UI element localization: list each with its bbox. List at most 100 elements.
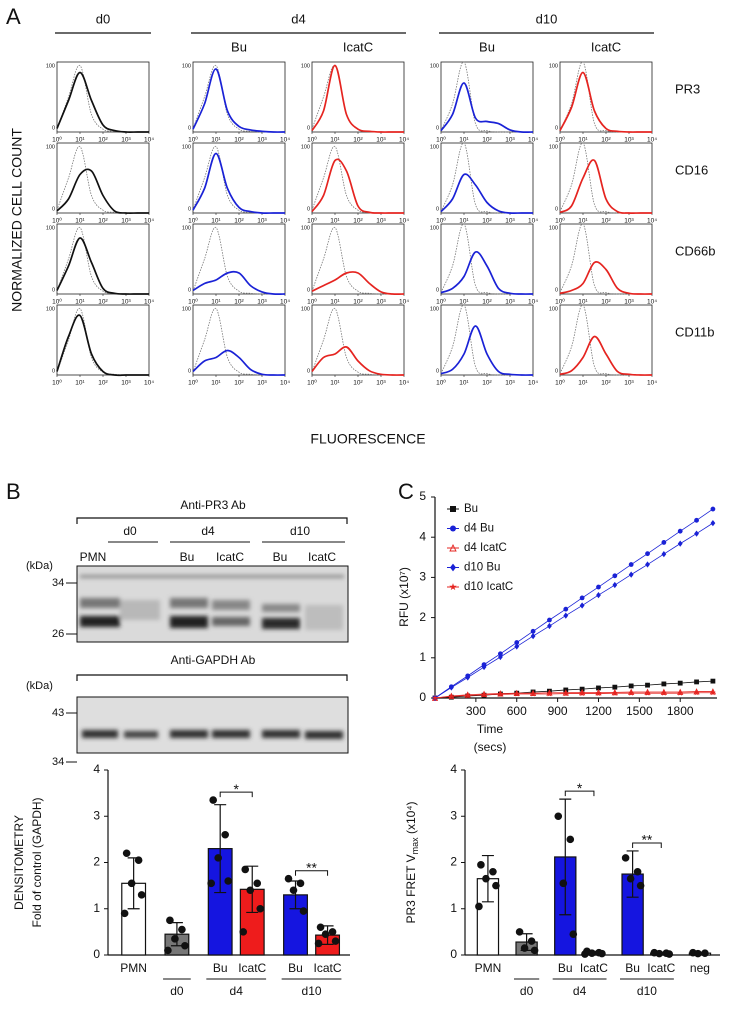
x-tick-label: 1800 [667, 704, 694, 718]
data-point [559, 879, 568, 888]
marker [465, 674, 471, 681]
x-tick-label: 10⁴ [399, 137, 409, 144]
histogram-curve [192, 68, 286, 133]
y-tick-label: 100 [182, 306, 191, 312]
marker [448, 684, 454, 691]
x-tick-label: 10⁴ [280, 218, 290, 225]
marker [694, 679, 699, 685]
marker [709, 689, 716, 696]
x-tick-label: 10⁴ [528, 380, 538, 387]
y-tick-label: 2 [93, 855, 100, 869]
x-tick-label: 10⁰ [555, 379, 565, 387]
data-point [171, 935, 179, 943]
y-tick-label: 0 [436, 287, 439, 293]
data-point [284, 874, 293, 883]
y-tick-label: 100 [549, 225, 558, 231]
significance-bracket [564, 790, 595, 797]
x-tick-label: 10⁴ [399, 380, 409, 387]
x-tick-label: 10⁰ [188, 298, 198, 306]
y-axis-title: NORMALIZED CELL COUNT [9, 128, 25, 312]
x-tick-label: 10⁴ [528, 137, 538, 144]
y-tick-label: 0 [188, 206, 191, 212]
x-tick-label: 10² [234, 299, 244, 306]
marker [449, 543, 457, 552]
x-tick-label: 10¹ [211, 299, 221, 306]
control-curve [192, 146, 285, 214]
legend-label: d4 Bu [464, 523, 494, 535]
group-label: d10 [536, 11, 558, 26]
marker [546, 690, 553, 697]
marker [514, 640, 520, 645]
control-curve [56, 308, 149, 376]
y-tick-label: 0 [307, 206, 310, 212]
significance-bracket [295, 870, 329, 876]
error-bar [559, 798, 572, 916]
plot-frame [559, 223, 653, 295]
x-tick-label: 10¹ [330, 218, 340, 225]
blot-title: Anti-GAPDH Ab [171, 653, 256, 667]
histogram-curve [56, 314, 149, 377]
x-tick-label: 10³ [121, 218, 131, 225]
bracket [76, 517, 348, 524]
control-curve [56, 227, 149, 295]
error-bar [626, 850, 639, 898]
marker [596, 584, 601, 590]
plot-frame [192, 304, 286, 376]
marker [660, 690, 667, 696]
control-curve [440, 142, 533, 214]
marker [710, 506, 716, 512]
group-label: d0 [170, 984, 184, 998]
y-tick-label: 5 [419, 489, 426, 503]
x-tick-label: 10² [234, 137, 244, 144]
x-tick-label: PMN [120, 961, 147, 975]
marker [530, 632, 536, 640]
data-point [701, 949, 709, 957]
x-tick-label: 10² [353, 137, 363, 144]
x-tick-label: 10¹ [459, 137, 469, 144]
row-label: CD11b [675, 324, 715, 339]
marker [628, 571, 634, 578]
marker [677, 690, 684, 696]
marker [677, 528, 683, 534]
y-tick-label: 0 [307, 368, 310, 374]
x-tick-label: 10⁰ [436, 298, 446, 306]
y-tick-label: 100 [301, 225, 310, 231]
blot-image [76, 696, 349, 754]
data-point [581, 950, 589, 958]
histogram-curve [192, 349, 286, 376]
group-label: d10 [302, 984, 322, 998]
x-tick-label: 10¹ [211, 137, 221, 144]
blot-gapdh: Anti-GAPDH Ab (kDa) 43 34 [26, 653, 349, 768]
marker [661, 540, 667, 545]
y-tick-label: 0 [450, 947, 457, 961]
panel-label: B [6, 479, 21, 504]
y-tick-label: 1 [419, 650, 426, 664]
x-tick-label: 10⁰ [52, 217, 62, 225]
data-point [475, 902, 483, 911]
series-line [434, 692, 713, 699]
x-tick-label: 600 [507, 704, 527, 718]
blot-title: Anti-PR3 Ab [180, 498, 246, 512]
marker [612, 573, 618, 579]
x-tick-label: 10¹ [459, 299, 469, 306]
data-point [331, 937, 340, 945]
panel-label: A [6, 4, 21, 29]
marker [450, 506, 456, 512]
marker [611, 690, 618, 696]
marker [432, 694, 438, 701]
data-point [588, 949, 596, 957]
marker [562, 690, 569, 697]
y-tick-label: 0 [52, 125, 55, 131]
x-tick-label: 10⁴ [144, 380, 154, 387]
legend-label: d10 Bu [464, 562, 500, 574]
histogram-curve [559, 71, 652, 133]
mw-marker: 26 [52, 628, 64, 640]
control-curve [56, 65, 149, 133]
mw-marker: 34 [52, 577, 64, 589]
y-tick-label: 100 [182, 225, 191, 231]
marker [645, 551, 650, 557]
y-tick-label: 100 [46, 144, 55, 150]
x-tick-label: 1500 [626, 704, 653, 718]
column-label: Bu [231, 39, 247, 54]
